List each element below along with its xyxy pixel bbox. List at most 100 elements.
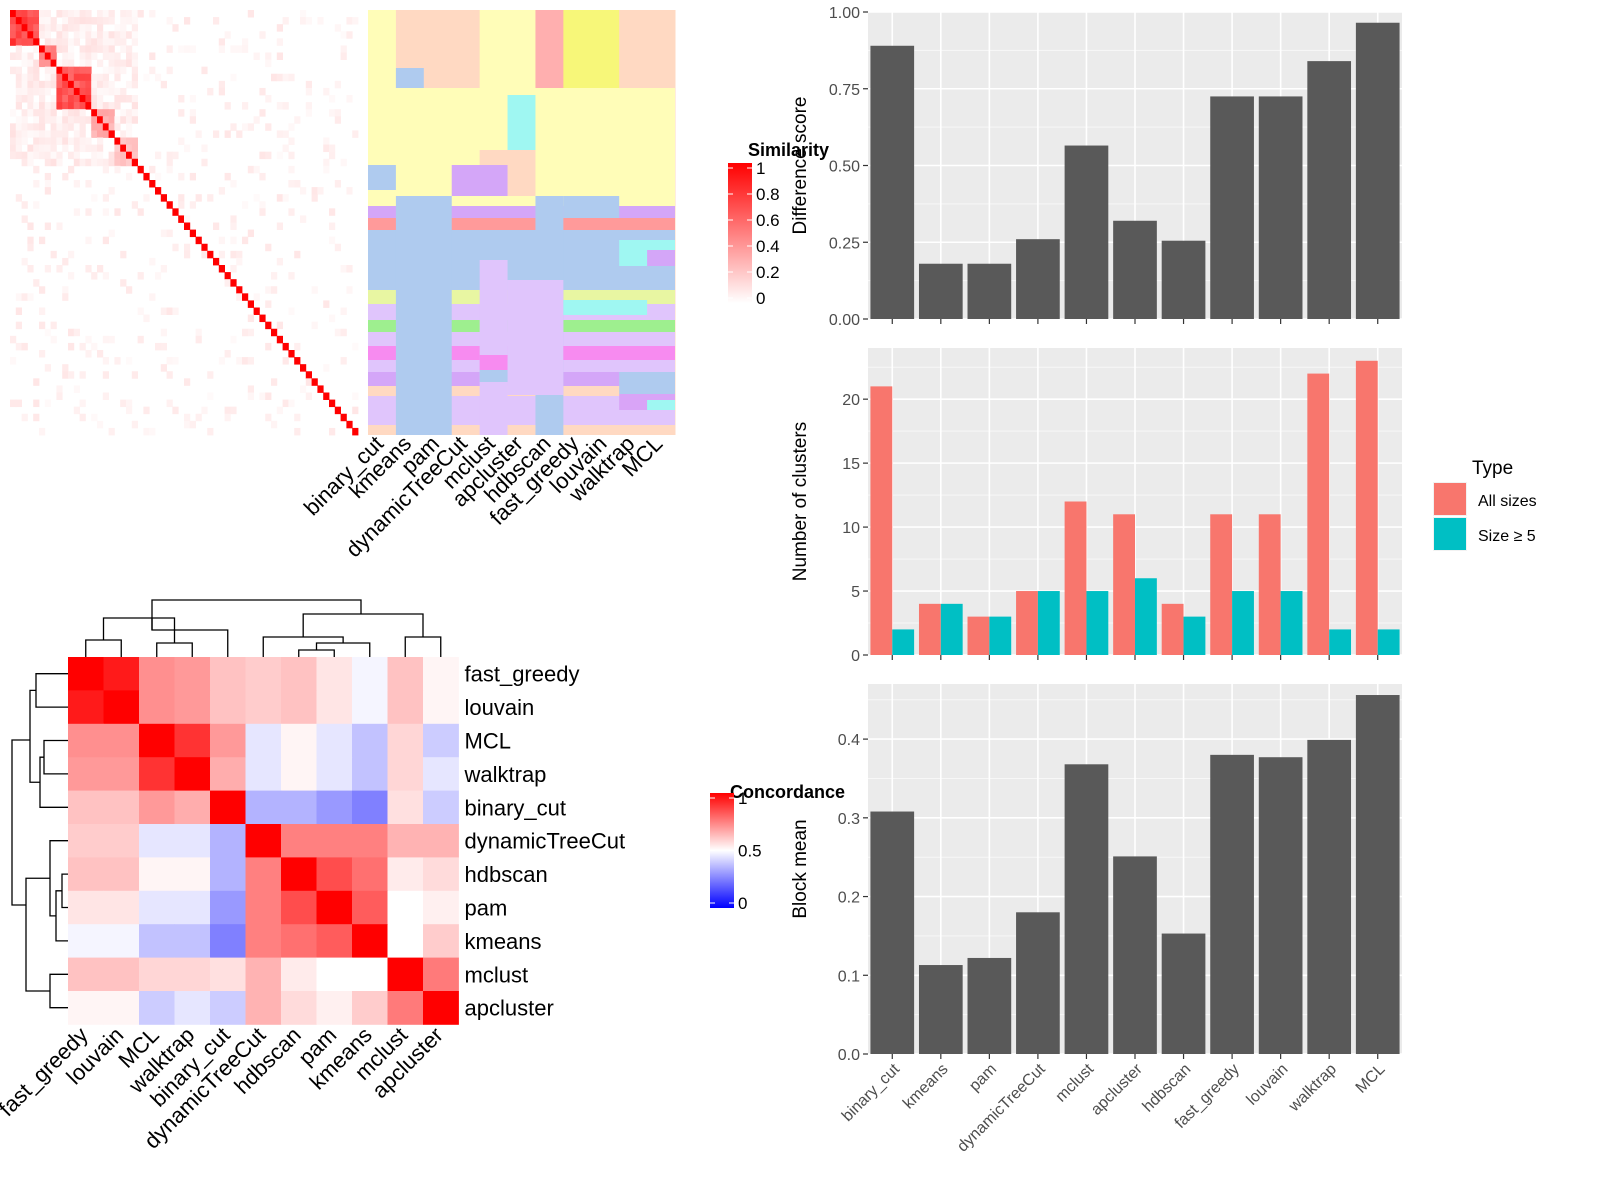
x-tick-label: pam <box>966 1061 1000 1095</box>
similarity-cell <box>236 357 243 365</box>
concordance-cell <box>281 790 317 825</box>
similarity-cell <box>56 95 63 103</box>
similarity-cell <box>50 17 57 25</box>
similarity-cell <box>334 116 341 124</box>
y-tick-label: 15 <box>842 456 860 473</box>
similarity-cell <box>178 109 185 117</box>
similarity-cell <box>294 413 301 422</box>
similarity-cell <box>126 31 133 39</box>
similarity-cell <box>39 151 46 160</box>
similarity-cell <box>91 158 98 167</box>
similarity-cell <box>114 116 121 124</box>
similarity-cell <box>68 137 75 145</box>
similarity-cell <box>230 45 237 53</box>
assignment-overlay <box>479 260 508 435</box>
similarity-cell <box>230 265 237 273</box>
similarity-cell <box>73 80 80 89</box>
similarity-cell <box>253 307 260 315</box>
similarity-cell <box>21 52 28 60</box>
similarity-cell <box>39 350 46 358</box>
row-dendrogram-branch <box>61 873 68 909</box>
concordance-cell <box>174 824 211 858</box>
row-dendrogram-branch <box>11 739 30 906</box>
similarity-cell <box>44 151 51 160</box>
assignment-overlay <box>451 165 508 196</box>
similarity-cell <box>15 116 22 124</box>
type-legend-title: Type <box>1472 458 1513 479</box>
similarity-cell <box>184 222 191 230</box>
concordance-cell <box>245 757 282 791</box>
concordance-cell <box>281 723 317 758</box>
concordance-cell <box>139 657 175 691</box>
similarity-cell <box>329 151 336 160</box>
concordance-legend: Concordance 1 0.5 0 <box>710 782 845 913</box>
similarity-cell <box>85 95 92 103</box>
similarity-cell <box>224 350 231 358</box>
similarity-cell <box>15 52 22 60</box>
similarity-cell <box>68 52 75 60</box>
similarity-cell <box>50 52 57 60</box>
similarity-cell <box>166 151 173 160</box>
similarity-cell <box>21 257 28 266</box>
similarity-cell <box>50 250 57 259</box>
similarity-cell <box>276 194 283 202</box>
similarity-cell <box>311 378 318 386</box>
similarity-cell <box>39 116 46 124</box>
concordance-cell <box>423 723 459 758</box>
similarity-cell <box>97 95 104 103</box>
similarity-cell <box>21 201 28 209</box>
similarity-cell <box>143 194 150 202</box>
similarity-cell <box>15 24 22 32</box>
similarity-cell <box>62 116 69 124</box>
similarity-cell <box>340 328 347 337</box>
similarity-cell <box>50 73 57 82</box>
similarity-cell <box>33 102 40 110</box>
similarity-cell <box>91 342 98 351</box>
bar <box>967 263 1012 319</box>
similarity-cell <box>33 123 40 131</box>
similarity-cell <box>56 102 63 110</box>
similarity-cell <box>317 385 324 393</box>
x-tick-label: binary_cut <box>839 1060 904 1125</box>
similarity-cell <box>282 102 289 110</box>
similarity-cell <box>131 38 138 46</box>
similarity-cell <box>56 137 63 145</box>
similarity-cell <box>149 293 156 301</box>
similarity-cell <box>79 158 86 167</box>
similarity-cell <box>189 229 196 238</box>
similarity-cell <box>276 52 283 60</box>
similarity-cell <box>143 172 150 181</box>
similarity-cell <box>247 300 254 308</box>
similarity-cell <box>15 342 22 351</box>
similarity-cell <box>282 144 289 153</box>
similarity-cell <box>39 130 46 138</box>
similarity-cell <box>184 45 191 53</box>
similarity-cell <box>247 229 254 238</box>
similarity-cell <box>85 208 92 216</box>
concordance-cell <box>352 757 388 791</box>
similarity-cell <box>346 17 353 25</box>
similarity-cell <box>189 45 196 53</box>
similarity-cell <box>39 52 46 60</box>
similarity-cell <box>218 38 225 46</box>
similarity-cell <box>97 24 104 32</box>
similarity-cell <box>276 38 283 46</box>
concordance-cell <box>245 857 282 892</box>
similarity-cell <box>85 87 92 96</box>
similarity-cell <box>195 194 202 202</box>
y-tick-label: 0.50 <box>829 159 860 176</box>
similarity-cell <box>352 342 359 351</box>
similarity-cell <box>15 137 22 145</box>
similarity-cell <box>108 229 115 238</box>
similarity-cell <box>21 123 28 131</box>
similarity-cell <box>242 201 249 209</box>
similarity-cell <box>172 151 179 160</box>
concordance-cell <box>174 890 211 925</box>
similarity-cell <box>271 73 278 82</box>
similarity-cell <box>33 137 40 145</box>
similarity-cell <box>201 158 208 167</box>
similarity-cell <box>27 59 34 68</box>
similarity-cell <box>213 17 220 25</box>
